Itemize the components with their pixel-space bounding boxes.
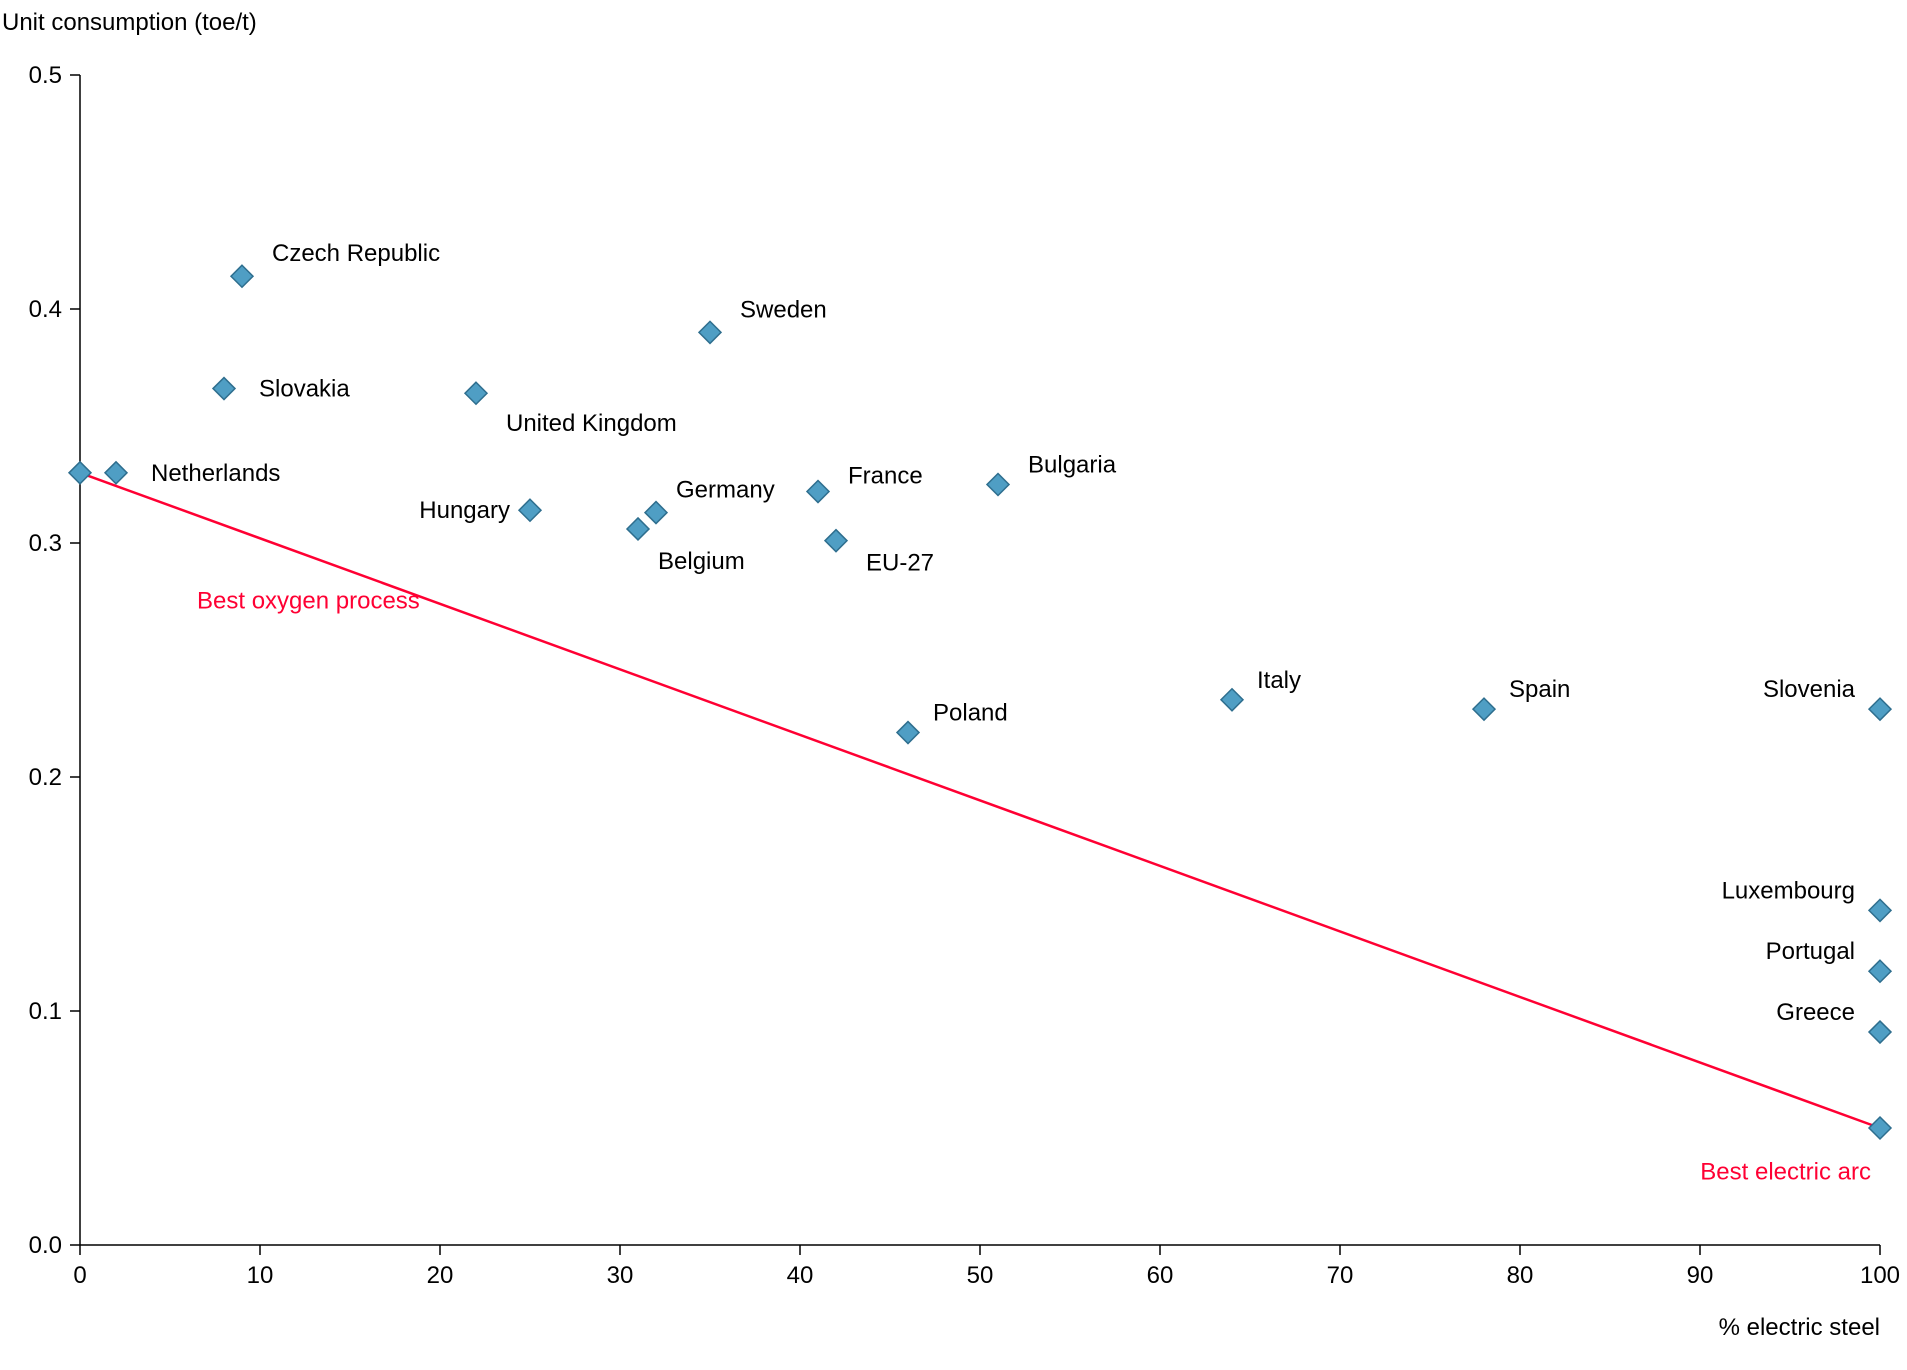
scatter-chart: Unit consumption (toe/t) 0.0 0.1 0.2 0.3 0.4 0… bbox=[0, 0, 1907, 1365]
reference-line-label: Best electric arc bbox=[1700, 1158, 1871, 1185]
y-tick-label: 0.1 bbox=[29, 998, 62, 1025]
data-point bbox=[825, 530, 847, 552]
data-point-label: Czech Republic bbox=[272, 240, 440, 267]
data-point bbox=[519, 499, 541, 521]
x-tick-label: 10 bbox=[247, 1262, 274, 1289]
data-point bbox=[69, 462, 91, 484]
data-point bbox=[1869, 1021, 1891, 1043]
x-tick-label: 100 bbox=[1860, 1262, 1900, 1289]
y-tick-label: 0.3 bbox=[29, 530, 62, 557]
data-point-label: Italy bbox=[1257, 667, 1301, 694]
data-point-label: Belgium bbox=[658, 548, 745, 575]
y-tick-label: 0.4 bbox=[29, 296, 62, 323]
chart-svg: Unit consumption (toe/t) 0.0 0.1 0.2 0.3 0.4 0… bbox=[0, 0, 1907, 1365]
y-axis-title: Unit consumption (toe/t) bbox=[2, 9, 257, 36]
data-point-label: Slovakia bbox=[259, 376, 350, 403]
data-point bbox=[627, 518, 649, 540]
y-tick-label: 0.0 bbox=[29, 1232, 62, 1259]
x-tick-label: 40 bbox=[787, 1262, 814, 1289]
data-point-label: Sweden bbox=[740, 296, 827, 323]
data-point bbox=[645, 502, 667, 524]
data-point bbox=[1221, 689, 1243, 711]
x-tick-label: 60 bbox=[1147, 1262, 1174, 1289]
data-point-label: Spain bbox=[1509, 676, 1570, 703]
data-point-label: Luxembourg bbox=[1722, 877, 1855, 904]
x-tick-label: 80 bbox=[1507, 1262, 1534, 1289]
data-point bbox=[1869, 698, 1891, 720]
data-point bbox=[1869, 899, 1891, 921]
data-point bbox=[807, 481, 829, 503]
data-point bbox=[987, 474, 1009, 496]
data-point-label: Germany bbox=[676, 477, 775, 504]
x-tick-label: 70 bbox=[1327, 1262, 1354, 1289]
data-point-label: Greece bbox=[1776, 999, 1855, 1026]
data-point-label: United Kingdom bbox=[506, 410, 677, 437]
data-point bbox=[105, 462, 127, 484]
x-tick-label: 50 bbox=[967, 1262, 994, 1289]
y-tick-label: 0.5 bbox=[29, 62, 62, 89]
y-tick-label: 0.2 bbox=[29, 764, 62, 791]
x-tick-label: 90 bbox=[1687, 1262, 1714, 1289]
data-point-label: Bulgaria bbox=[1028, 452, 1117, 479]
data-point bbox=[1473, 698, 1495, 720]
data-point bbox=[231, 265, 253, 287]
data-point bbox=[1869, 1117, 1891, 1139]
data-point-label: Portugal bbox=[1766, 938, 1855, 965]
data-point bbox=[897, 722, 919, 744]
data-point bbox=[1869, 960, 1891, 982]
data-point bbox=[465, 382, 487, 404]
data-point-label: Poland bbox=[933, 700, 1008, 727]
x-tick-label: 30 bbox=[607, 1262, 634, 1289]
data-point-label: France bbox=[848, 463, 923, 490]
x-axis-title: % electric steel bbox=[1719, 1314, 1880, 1341]
x-tick-label: 0 bbox=[73, 1262, 86, 1289]
data-point-label: Netherlands bbox=[151, 460, 280, 487]
x-tick-label: 20 bbox=[427, 1262, 454, 1289]
data-point bbox=[213, 378, 235, 400]
data-point-label: Slovenia bbox=[1763, 676, 1856, 703]
data-point-label: EU-27 bbox=[866, 550, 934, 577]
data-point-label: Hungary bbox=[419, 497, 510, 524]
reference-line bbox=[80, 473, 1880, 1128]
reference-line-label: Best oxygen process bbox=[197, 588, 420, 615]
data-point bbox=[699, 321, 721, 343]
